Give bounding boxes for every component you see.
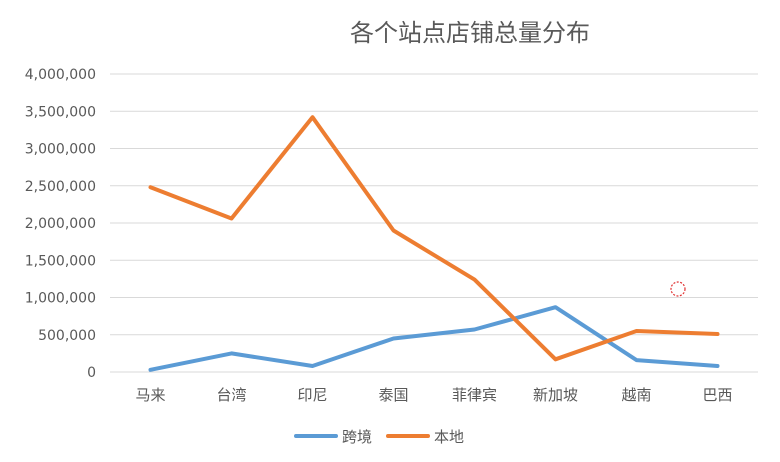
cursor-ring-icon (671, 282, 685, 296)
x-tick-label: 新加坡 (533, 386, 578, 404)
y-tick-label: 2,500,000 (25, 179, 96, 195)
series-lines (150, 117, 717, 370)
x-tick-label: 越南 (621, 386, 651, 404)
x-tick-label: 马来 (135, 386, 165, 404)
gridlines (110, 74, 758, 372)
legend-label: 跨境 (342, 428, 372, 446)
legend: 跨境 本地 (296, 428, 464, 446)
y-tick-label: 500,000 (38, 328, 96, 344)
y-tick-label: 2,000,000 (25, 216, 96, 232)
y-axis-tick-labels: 0 500,000 1,000,000 1,500,000 2,000,000 2,500… (25, 67, 96, 381)
y-tick-label: 1,500,000 (25, 253, 96, 269)
y-tick-label: 1,000,000 (25, 291, 96, 307)
legend-label: 本地 (434, 428, 464, 446)
x-axis-tick-labels: 马来 台湾 印尼 泰国 菲律宾 新加坡 越南 巴西 (135, 386, 732, 404)
series-line-local (151, 117, 718, 359)
y-tick-label: 4,000,000 (25, 67, 96, 83)
chart-title: 各个站点店铺总量分布 (350, 19, 590, 47)
x-tick-label: 印尼 (297, 386, 327, 404)
x-tick-label: 巴西 (702, 386, 732, 404)
y-tick-label: 3,500,000 (25, 104, 96, 120)
y-tick-label: 3,000,000 (25, 142, 96, 158)
x-tick-label: 泰国 (378, 386, 408, 404)
series-line-cross-border (151, 307, 718, 370)
y-tick-label: 0 (87, 365, 96, 381)
x-tick-label: 台湾 (216, 386, 246, 404)
x-tick-label: 菲律宾 (452, 386, 497, 404)
